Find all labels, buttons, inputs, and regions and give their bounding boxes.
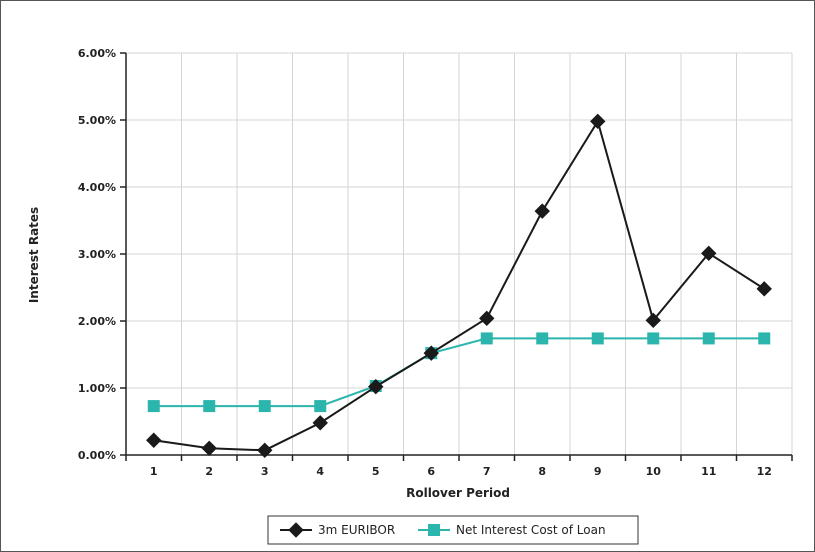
series-line — [153, 118, 765, 452]
x-tick-label: 8 — [538, 465, 546, 478]
data-point — [647, 332, 660, 345]
x-tick-label: 7 — [483, 465, 491, 478]
data-point — [758, 332, 771, 345]
data-point — [257, 442, 273, 459]
x-tick-label: 9 — [594, 465, 602, 478]
data-point — [479, 310, 495, 327]
x-tick-label: 5 — [372, 465, 380, 478]
legend-item: 3m EURIBOR — [280, 522, 395, 538]
y-tick-label: 2.00% — [78, 315, 116, 328]
legend-square-marker — [428, 524, 440, 536]
data-point — [312, 415, 328, 431]
data-point — [701, 245, 717, 262]
data-point — [756, 281, 772, 297]
data-point — [368, 378, 384, 395]
x-tick-label: 12 — [757, 465, 772, 478]
x-axis-title: Rollover Period — [406, 486, 510, 500]
x-axis-ticks: 1 2 3 4 5 6 7 8 9 10 11 12 — [125, 455, 793, 478]
y-tick-label: 3.00% — [78, 248, 116, 261]
y-tick-label: 0.00% — [78, 449, 116, 462]
data-point — [534, 203, 550, 219]
series-layer — [146, 113, 772, 459]
series-line — [153, 337, 765, 408]
data-point — [702, 332, 715, 345]
data-point — [201, 440, 217, 457]
grid-lines — [126, 52, 793, 455]
y-tick-label: 4.00% — [78, 181, 116, 194]
data-point — [480, 332, 493, 345]
x-tick-label: 6 — [427, 465, 435, 478]
data-point — [536, 332, 549, 345]
legend: 3m EURIBOR Net Interest Cost of Loan — [267, 515, 639, 545]
y-axis-title: Interest Rates — [27, 207, 41, 303]
data-point — [591, 332, 604, 345]
y-tick-label: 6.00% — [78, 47, 116, 60]
data-point — [258, 400, 271, 413]
data-point — [590, 113, 606, 130]
data-point — [147, 400, 160, 413]
x-tick-label: 3 — [261, 465, 269, 478]
y-tick-label: 1.00% — [78, 382, 116, 395]
legend-item: Net Interest Cost of Loan — [418, 523, 606, 537]
data-point — [314, 400, 327, 413]
y-tick-label: 5.00% — [78, 114, 116, 127]
x-tick-label: 4 — [316, 465, 324, 478]
legend-diamond-marker — [288, 522, 304, 538]
series-euribor — [146, 113, 772, 459]
x-tick-label: 11 — [701, 465, 716, 478]
legend-label: 3m EURIBOR — [318, 523, 395, 537]
y-axis-ticks: 0.00% 1.00% 2.00% 3.00% 4.00% 5.00% 6.00% — [78, 47, 126, 462]
data-point — [146, 432, 162, 448]
data-point — [645, 312, 661, 329]
data-point — [423, 345, 439, 361]
legend-label: Net Interest Cost of Loan — [456, 523, 606, 537]
x-tick-label: 10 — [646, 465, 662, 478]
x-tick-label: 2 — [205, 465, 213, 478]
x-tick-label: 1 — [150, 465, 158, 478]
legend-box — [267, 515, 639, 545]
data-point — [203, 400, 216, 413]
